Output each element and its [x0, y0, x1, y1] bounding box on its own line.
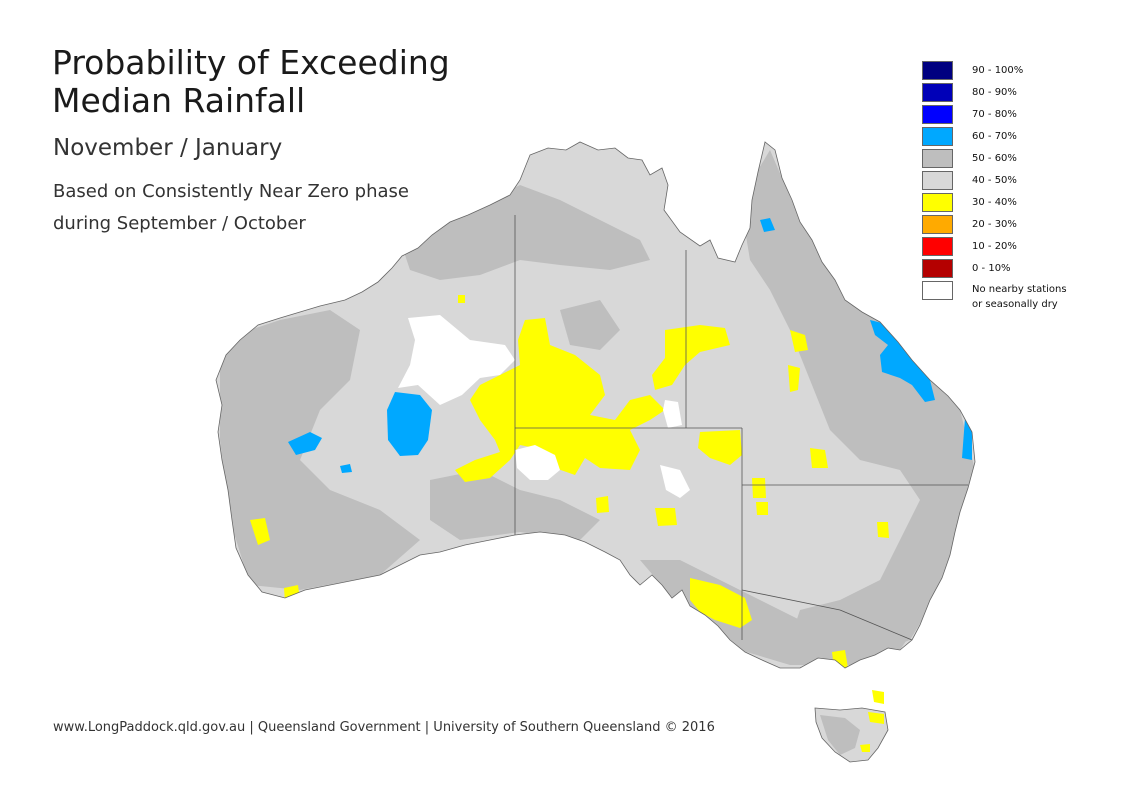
region-30-40-nsw-small	[810, 448, 828, 468]
tasmania-yellow-2	[860, 744, 870, 752]
region-50-60-north	[400, 185, 650, 280]
region-30-40-channel	[652, 325, 730, 390]
legend-no-data-line-2: or seasonally dry	[972, 299, 1058, 310]
tasmania-gray	[820, 715, 860, 755]
region-60-70-qld-southcoast	[962, 418, 972, 460]
tasmania	[815, 690, 888, 762]
region-50-60-west	[220, 310, 420, 590]
legend-label: 20 - 30%	[972, 219, 1017, 230]
legend-label: 80 - 90%	[972, 87, 1017, 98]
region-50-60-central	[560, 300, 620, 350]
legend-swatch	[922, 193, 953, 212]
legend-swatch	[922, 171, 953, 190]
legend-swatch	[922, 105, 953, 124]
region-50-60-east	[740, 150, 975, 660]
probability-regions	[220, 150, 975, 668]
map-subtitle: November / January	[53, 135, 283, 161]
legend-label: 0 - 10%	[972, 263, 1011, 274]
title-line-1: Probability of Exceeding	[52, 43, 450, 82]
region-60-70-wa-large	[387, 392, 432, 456]
legend-swatch	[922, 83, 953, 102]
legend-swatch	[922, 215, 953, 234]
region-30-40-sa-small	[655, 508, 677, 526]
description-line-1: Based on Consistently Near Zero phase	[53, 181, 409, 202]
legend-swatch	[922, 61, 953, 80]
region-30-40-central-large	[455, 318, 665, 482]
description-line-2: during September / October	[53, 213, 306, 234]
footer-credits: www.LongPaddock.qld.gov.au | Queensland …	[53, 720, 715, 735]
map-title: Probability of Exceeding Median Rainfall	[52, 44, 450, 120]
region-no-data-sa	[515, 445, 560, 480]
region-60-70-wa-dot	[340, 464, 352, 473]
region-30-40-sa-south	[690, 578, 752, 628]
state-borders	[514, 215, 968, 641]
legend-label: 60 - 70%	[972, 131, 1017, 142]
legend-swatch	[922, 149, 953, 168]
region-30-40-east-blob	[698, 430, 742, 465]
legend-label: 30 - 40%	[972, 197, 1017, 208]
region-30-40-nsw-east	[877, 522, 889, 538]
region-30-40-sa-dot	[756, 502, 768, 515]
region-no-data-nt	[663, 400, 682, 428]
region-30-40-qld-small2	[788, 365, 800, 392]
region-no-data-lake-eyre	[660, 465, 690, 498]
map-description: Based on Consistently Near Zero phase du…	[53, 176, 409, 240]
legend-label: 50 - 60%	[972, 153, 1017, 164]
legend-label: 70 - 80%	[972, 109, 1017, 120]
region-30-40-nsw-small2	[596, 496, 609, 513]
legend-swatch	[922, 237, 953, 256]
flinders-island	[872, 690, 884, 704]
legend-label: 40 - 50%	[972, 175, 1017, 186]
region-30-40-wa-dot	[458, 295, 465, 303]
region-no-data-wa	[398, 315, 515, 405]
region-60-70-wa-small	[288, 432, 322, 455]
region-60-70-qld-north	[760, 218, 775, 232]
legend-swatch	[922, 127, 953, 146]
region-30-40-nsw-west	[752, 478, 766, 498]
region-30-40-wa-south	[250, 518, 270, 545]
title-line-2: Median Rainfall	[52, 81, 306, 120]
region-30-40-wa-south2	[284, 585, 300, 602]
legend-no-data-label: No nearby stations or seasonally dry	[972, 282, 1067, 312]
region-60-70-qld-coast	[870, 320, 935, 402]
tasmania-outline	[814, 707, 889, 763]
tasmania-yellow	[868, 712, 884, 724]
legend-swatch-no-data	[922, 281, 953, 300]
legend-no-data-line-1: No nearby stations	[972, 284, 1067, 295]
legend-label: 90 - 100%	[972, 65, 1024, 76]
legend-swatch	[922, 259, 953, 278]
legend-label: 10 - 20%	[972, 241, 1017, 252]
region-30-40-qld-small	[790, 330, 808, 352]
